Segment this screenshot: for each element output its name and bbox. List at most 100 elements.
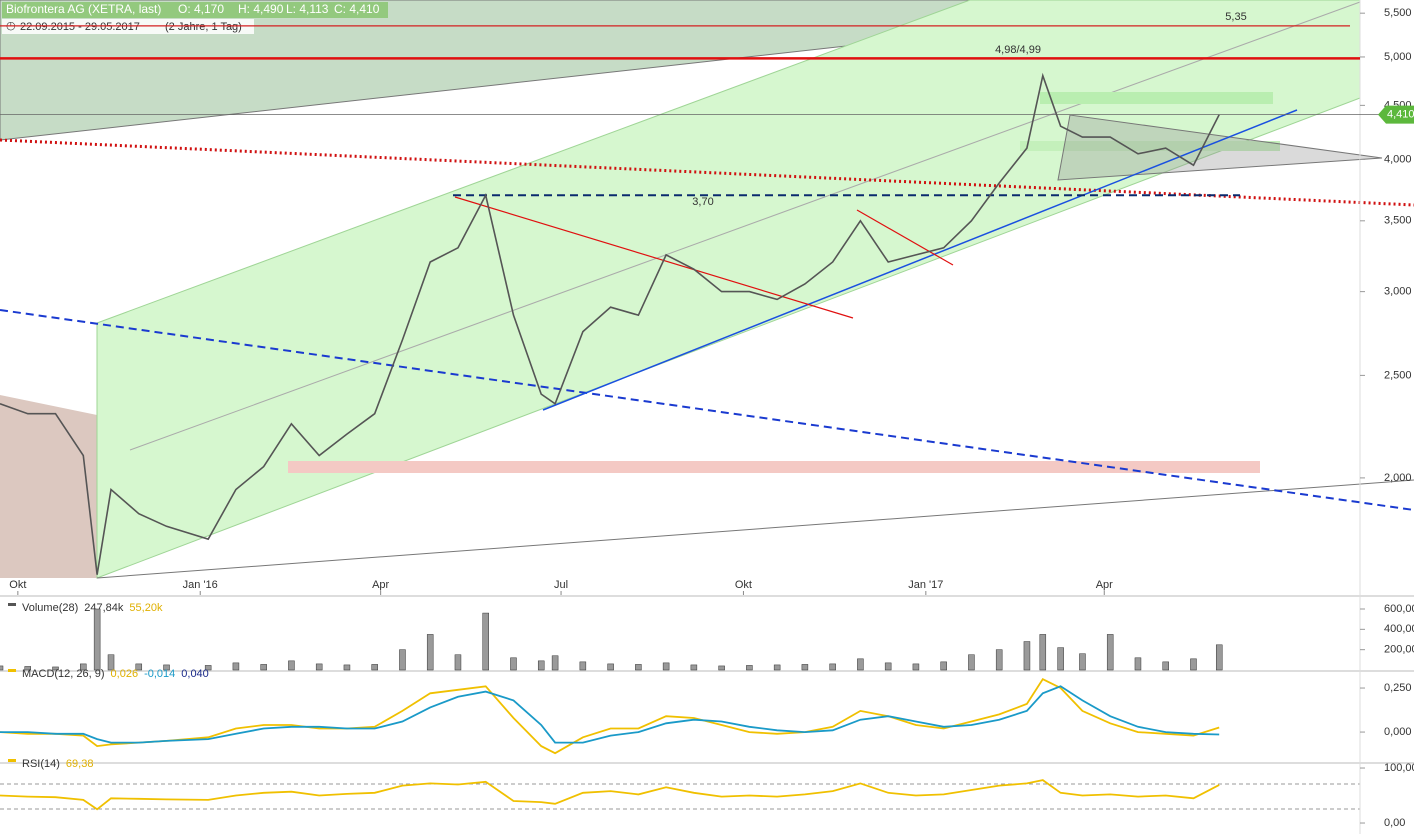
volume-bar: [510, 657, 517, 671]
panel-title: RSI(14): [22, 758, 60, 770]
x-tick-label: Jan '17: [908, 579, 943, 591]
volume-bar: [315, 663, 323, 671]
volume-bar: [204, 665, 212, 671]
volume-bar: [135, 663, 143, 671]
volume-bar: [371, 664, 378, 671]
volume-bar: [232, 662, 240, 671]
volume-bar: [579, 661, 587, 671]
volume-bar: [829, 663, 836, 671]
volume-bar: [1215, 644, 1223, 671]
panel-readout: 55,20k: [129, 602, 163, 614]
volume-bar: [746, 665, 753, 671]
volume-bar: [968, 654, 975, 671]
triangle: [1057, 114, 1383, 181]
series-line: [0, 678, 1220, 755]
last-price-label: 4,410: [1387, 109, 1414, 121]
volume-bar: [940, 661, 947, 671]
volume-bar: [93, 608, 101, 671]
y-tick-label: 5,500: [1384, 7, 1412, 19]
panel-title: MACD(12, 26, 9): [22, 668, 105, 680]
volume-bar: [1162, 661, 1169, 671]
volume-bar: [1023, 641, 1031, 671]
period: 22.09.2015 - 29.05.2017: [20, 21, 140, 33]
channel-midline: [129, 1, 1361, 451]
volume-bar: [1134, 657, 1142, 671]
instrument-title: Biofrontera AG (XETRA, last): [6, 2, 161, 16]
volume-bar: [1190, 658, 1197, 671]
volume-bar: [801, 664, 809, 671]
x-tick-label: Okt: [735, 579, 752, 591]
long-support: [96, 479, 1414, 579]
volume-bar: [1057, 647, 1064, 671]
volume-bar: [1079, 653, 1086, 671]
y-tick-label: 200,000: [1384, 644, 1414, 656]
volume-bar: [607, 663, 614, 671]
volume-bar: [662, 662, 670, 671]
level-label: 4,98/4,99: [995, 44, 1041, 56]
volume-bar: [773, 664, 781, 671]
panel-icon: [8, 759, 16, 762]
volume-bar: [884, 662, 892, 671]
panel-icon: [8, 603, 16, 606]
volume-bar: [635, 664, 642, 671]
volume-bar: [80, 663, 87, 671]
y-tick-label: 2,500: [1384, 369, 1412, 381]
panel-readout: 0,040: [181, 668, 209, 680]
period-box: [2, 19, 254, 34]
volume-bar: [482, 612, 489, 671]
series-line: [0, 779, 1220, 811]
last-price-badge: [1378, 105, 1414, 124]
x-tick-label: Okt: [9, 579, 26, 591]
volume-bar: [1039, 634, 1047, 671]
blue-trend: [542, 109, 1298, 411]
volume-bar: [551, 655, 559, 671]
y-tick-label: 100,00: [1384, 762, 1414, 774]
x-tick-label: Jul: [554, 579, 568, 591]
volume-bar: [1106, 634, 1114, 671]
pivot-zone: [1020, 141, 1280, 151]
left-zone: [0, 395, 97, 578]
red-trend: [856, 209, 954, 266]
volume-bar: [426, 634, 434, 671]
volume-bar: [0, 665, 4, 671]
level-label: 3,70: [692, 196, 713, 208]
y-tick-label: 0,000: [1384, 726, 1412, 738]
ohlc-readout: H: 4,490: [238, 2, 284, 16]
volume-bar: [399, 649, 406, 671]
y-tick-label: 3,500: [1384, 215, 1412, 227]
volume-bar: [107, 654, 115, 671]
panel-readout: 247,84k: [84, 602, 124, 614]
y-tick-label: 600,000: [1384, 603, 1414, 615]
resistance-zone: [1040, 92, 1273, 104]
y-tick-label: 400,000: [1384, 623, 1414, 635]
volume-bar: [288, 660, 295, 671]
volume-bar: [52, 666, 59, 671]
volume-bar: [857, 658, 864, 671]
blue-dashed-trend: [0, 309, 1414, 511]
x-tick-label: Jan '16: [183, 579, 218, 591]
series-line: [0, 685, 1220, 744]
volume-bar: [690, 664, 698, 671]
volume-bar: [260, 664, 267, 671]
span: (2 Jahre, 1 Tag): [165, 21, 242, 33]
panel-icon: [8, 669, 16, 672]
panel-readout: 0,026: [111, 668, 139, 680]
y-tick-label: 2,000: [1384, 472, 1412, 484]
ohlc-readout: L: 4,113: [286, 2, 329, 16]
ohlc-readout: C: 4,410: [334, 2, 380, 16]
volume-bar: [454, 654, 462, 671]
volume-bar: [24, 666, 32, 671]
volume-bar: [343, 664, 351, 671]
x-tick-label: Apr: [1096, 579, 1113, 591]
panel-readout: -0,014: [144, 668, 175, 680]
volume-bar: [912, 663, 920, 671]
red-dotted-trend: [0, 138, 1414, 207]
header-box: [2, 2, 388, 18]
y-tick-label: 4,000: [1384, 153, 1412, 165]
support-zone: [288, 461, 1260, 473]
panel-readout: 69,38: [66, 758, 94, 770]
y-tick-label: 0,00: [1384, 817, 1405, 829]
level-label: 5,35: [1225, 11, 1246, 23]
